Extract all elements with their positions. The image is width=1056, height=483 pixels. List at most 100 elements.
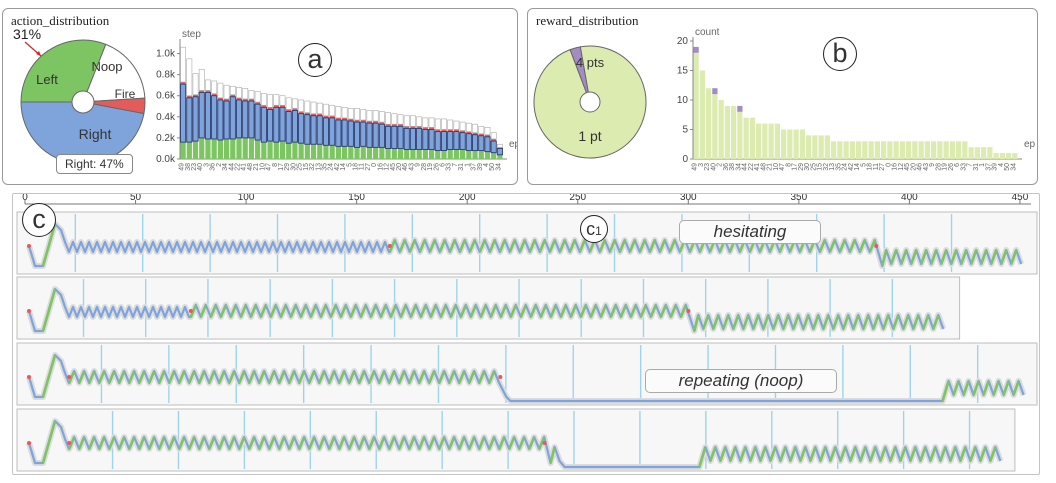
bar-segment-right [310, 115, 317, 145]
trajectory-left-segment [488, 239, 497, 253]
bar-segment-1-pt [787, 129, 793, 159]
trajectory-left-segment [168, 370, 176, 384]
bar-segment-1-pt [999, 153, 1005, 159]
trajectory-left-segment [138, 436, 146, 450]
bar-segment-1-pt [824, 135, 830, 159]
trajectory-left-segment [478, 370, 486, 384]
bar-segment-noop [416, 116, 423, 127]
bar-segment-right [453, 131, 460, 150]
bar-segment-noop [223, 84, 230, 100]
bar-outline [428, 129, 435, 150]
fire-dot [686, 309, 691, 313]
x-tick-label: 40 [197, 163, 204, 171]
x-tick-label: 22 [235, 163, 242, 171]
x-tick-label: 30 [804, 163, 811, 171]
trajectory-left-segment [959, 446, 967, 462]
bar-segment-1-pt [887, 141, 893, 159]
bar-segment-fire [335, 117, 341, 120]
x-tick-label: 28 [935, 163, 942, 171]
bar-segment-right [199, 92, 205, 138]
bar-segment-noop [254, 91, 261, 103]
x-tick-label: 46 [917, 163, 924, 171]
x-tick-label: 42 [334, 163, 341, 171]
trajectory-left-segment [558, 239, 567, 253]
trajectory-left-segment [889, 446, 897, 462]
trajectory-left-segment [930, 249, 938, 265]
trajectory-left-segment [349, 304, 358, 318]
bar-segment-fire [310, 113, 317, 116]
trajectory-left-segment [248, 436, 256, 450]
x-tick-label: 8 [785, 163, 792, 167]
x-tick-label: 27 [365, 163, 372, 171]
panel-reward-distribution: reward_distribution 1 pt 4 pts 0 5 10 15 20 cou… [527, 8, 1038, 185]
bar-segment-noop [360, 109, 367, 121]
bar-segment-fire [422, 127, 428, 130]
x-tick-label: 2 [216, 163, 223, 167]
bar-outline [459, 132, 466, 150]
trajectory-left-segment [729, 446, 737, 462]
bar-segment-noop [180, 46, 187, 83]
bar-segment-right [273, 107, 279, 143]
x-tick-label: 49 [179, 163, 186, 171]
trajectory-left-segment [68, 370, 76, 384]
y-tick-label: 0.2k [156, 133, 176, 144]
bar-segment-left [416, 149, 422, 159]
trajectory-left-segment [408, 239, 417, 253]
x-tick-label: 10 [773, 163, 780, 171]
trajectory-left-segment [199, 304, 208, 318]
bar-segment-1-pt [818, 135, 824, 159]
bar-segment-1-pt [993, 153, 999, 159]
x-tick-label: 36 [210, 163, 217, 171]
bar-outline [186, 97, 193, 143]
trajectory-left-segment [268, 370, 276, 384]
timeline-tick-label: 350 [791, 194, 808, 203]
trajectory-left-segment [448, 370, 456, 384]
trajectory-left-segment [752, 314, 760, 330]
timeline-charts: 0 50 100 150 200 250 300 350 400 450 [16, 194, 1038, 472]
bar-segment-right [348, 121, 354, 147]
x-tick-label: 12 [898, 163, 905, 171]
trajectory-left-segment [879, 446, 887, 462]
trajectory-left-segment [599, 304, 608, 318]
bar-segment-right [192, 96, 199, 142]
trajectory-left-segment [618, 239, 627, 253]
bar-segment-fire [391, 124, 397, 127]
trajectory-left-segment [608, 239, 617, 253]
x-tick-label: 13 [315, 163, 322, 171]
trajectory-left-segment [849, 446, 857, 462]
x-tick-label: 38 [729, 163, 736, 171]
fire-dot [874, 244, 879, 248]
bar-segment-fire [491, 138, 497, 142]
bar-segment-fire [205, 90, 211, 93]
bar-segment-left [236, 137, 242, 159]
bar-outline [465, 133, 472, 152]
trajectory-left-segment [868, 239, 877, 253]
bar-segment-noop [341, 107, 348, 119]
trajectory-left-segment [528, 436, 536, 450]
bar-segment-noop [310, 101, 317, 114]
trajectory-left-segment [219, 304, 228, 318]
x-tick-label: 14 [854, 163, 861, 171]
bar-segment-fire [466, 131, 472, 134]
bar-segment-1-pt [849, 141, 855, 159]
trajectory-left-segment [882, 314, 890, 330]
bar-segment-1-pt [793, 129, 799, 159]
trajectory-left-segment [619, 304, 628, 318]
trajectory-left-segment [428, 436, 436, 450]
bar-outline [310, 115, 317, 145]
fire-dot [67, 441, 72, 445]
tag-repeating-noop: repeating (noop) [645, 369, 837, 393]
trajectory-left-segment [739, 446, 747, 462]
bar-segment-fire [453, 129, 460, 132]
trajectory-left-segment [269, 304, 278, 318]
bar-segment-fire [441, 129, 447, 132]
trajectory-left-segment [538, 436, 546, 450]
pie-slice-4-pts [569, 46, 591, 103]
trajectory-left-segment [278, 436, 286, 450]
bar-outline [198, 92, 205, 139]
x-tick-label: 49 [692, 163, 699, 171]
x-tick-label: 41 [241, 163, 248, 171]
bar-outline [260, 106, 267, 143]
x-tick-label: 25 [297, 163, 304, 171]
x-tick-label: 38 [185, 163, 192, 171]
